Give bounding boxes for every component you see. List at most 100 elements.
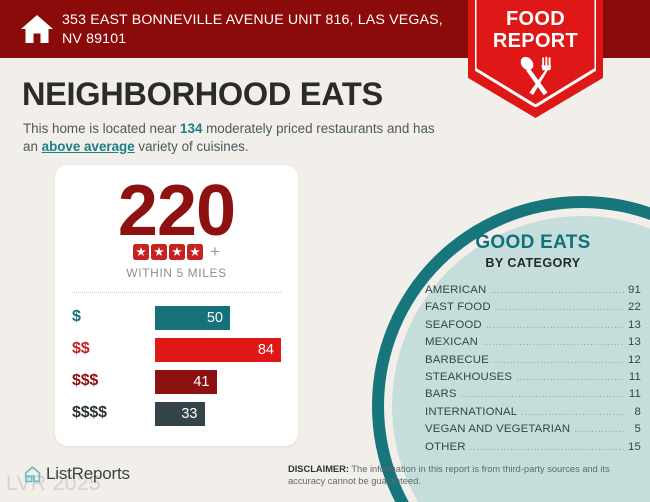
category-count: 11 xyxy=(628,371,641,384)
subtitle-part3: variety of cuisines. xyxy=(134,138,249,154)
category-label: INTERNATIONAL xyxy=(425,405,518,418)
bar-category-label: $$ xyxy=(72,340,90,357)
badge-title-line2: REPORT xyxy=(492,30,579,52)
leader-dots: ........................................… xyxy=(574,424,624,436)
leader-dots: ........................................… xyxy=(494,302,624,314)
leader-dots: ........................................… xyxy=(492,354,624,366)
bar-track: 84 xyxy=(155,338,281,362)
category-label: AMERICAN xyxy=(425,284,487,296)
bar-category-label: $$$ xyxy=(72,372,99,389)
category-label: OTHER xyxy=(425,440,466,453)
list-item: INTERNATIONAL...........................… xyxy=(425,404,641,421)
bar-chart-row: $$$$ 33 xyxy=(55,402,298,426)
bar-value-label: 84 xyxy=(257,342,274,358)
bar-chart-row: $$ 84 xyxy=(55,338,298,362)
bar-track: 50 xyxy=(155,306,230,330)
bar-track: 41 xyxy=(155,370,217,394)
list-item: BARBECUE................................… xyxy=(425,352,641,369)
leader-dots: ........................................… xyxy=(460,389,624,401)
card-divider xyxy=(72,292,281,293)
disclaimer-label: DISCLAIMER: xyxy=(288,464,349,474)
category-count: 11 xyxy=(628,388,641,401)
spoon-fork-icon xyxy=(520,56,552,96)
leader-dots: ........................................… xyxy=(516,372,624,384)
stat-card: 220 ★ ★ ★ ★ + WITHIN 5 MILES $50 $$ 84 $$$ 41 $$$… xyxy=(55,165,298,446)
badge-inner-outline xyxy=(475,0,596,107)
category-count: 15 xyxy=(628,440,641,453)
watermark-text: LVR 2025 xyxy=(6,472,102,495)
category-label: FAST FOOD xyxy=(425,301,491,314)
list-item: STEAKHOUSES.............................… xyxy=(425,369,641,386)
house-icon xyxy=(21,15,53,43)
good-eats-list: AMERICAN................................… xyxy=(425,282,641,456)
house-logo-icon xyxy=(24,465,41,482)
good-eats-subtitle: BY CATEGORY xyxy=(485,256,581,270)
bar-category-label: $$$$ xyxy=(72,404,107,421)
category-count: 13 xyxy=(628,318,641,331)
category-label: SEAFOOD xyxy=(425,318,482,331)
leader-dots: ........................................… xyxy=(481,337,624,349)
leader-dots: ........................................… xyxy=(490,285,624,296)
bar-fill: 84 xyxy=(155,338,281,362)
star-plus-sign: + xyxy=(210,242,220,261)
bar-category-label: $ xyxy=(72,308,81,325)
subtitle-part2: moderately priced restaurants and has an xyxy=(23,121,435,154)
category-count: 91 xyxy=(628,284,641,296)
badge-title-line1: FOOD xyxy=(506,8,565,30)
leader-dots: ........................................… xyxy=(469,441,624,453)
category-label: BARS xyxy=(425,388,457,401)
category-label: MEXICAN xyxy=(425,336,478,349)
star-icon: ★ xyxy=(133,244,150,260)
star-glyph: ★ xyxy=(189,245,201,259)
category-count: 12 xyxy=(628,353,641,366)
disclaimer-text: The information in this report is from t… xyxy=(288,464,610,486)
list-item: AMERICAN................................… xyxy=(425,282,641,299)
bar-fill: 33 xyxy=(155,402,205,426)
restaurant-count: 134 xyxy=(180,121,203,136)
radius-label: WITHIN 5 MILES xyxy=(126,266,227,280)
star-glyph: ★ xyxy=(135,245,147,259)
bar-value-label: 50 xyxy=(206,310,223,326)
page-title: NEIGHBORHOOD EATS xyxy=(22,76,383,112)
bar-chart-row: $50 xyxy=(55,306,298,330)
category-label: BARBECUE xyxy=(425,353,489,366)
bar-track: 33 xyxy=(155,402,205,426)
bar-fill: 50 xyxy=(155,306,230,330)
restaurant-total-count: 220 xyxy=(117,171,236,251)
category-count: 13 xyxy=(628,336,641,349)
list-item: OTHER...................................… xyxy=(425,439,641,456)
disclaimer: DISCLAIMER: The information in this repo… xyxy=(288,464,640,487)
category-label: STEAKHOUSES xyxy=(425,371,513,384)
listreports-logo: ListReports xyxy=(23,464,130,484)
star-glyph: ★ xyxy=(171,245,183,259)
property-address: 353 EAST BONNEVILLE AVENUE UNIT 816, LAS… xyxy=(62,12,443,47)
subtitle-part1: This home is located near xyxy=(23,121,181,136)
good-eats-panel: GOOD EATS BY CATEGORY AMERICAN..........… xyxy=(425,232,641,456)
bar-value-label: 33 xyxy=(181,406,198,422)
category-count: 8 xyxy=(634,405,641,418)
list-item: BARS....................................… xyxy=(425,386,641,403)
badge-title: FOOD REPORT xyxy=(468,8,603,52)
list-item: SEAFOOD.................................… xyxy=(425,317,641,334)
star-icon: ★ xyxy=(169,244,186,260)
bar-value-label: 41 xyxy=(193,374,210,390)
leader-dots: ........................................… xyxy=(485,319,624,331)
star-glyph: ★ xyxy=(153,245,165,259)
price-tier-bar-chart: $50 $$ 84 $$$ 41 $$$$ 33 xyxy=(55,306,298,434)
list-item: FAST FOOD...............................… xyxy=(425,299,641,316)
star-rating: ★ ★ ★ ★ + xyxy=(55,242,298,261)
list-item: MEXICAN.................................… xyxy=(425,334,641,351)
category-count: 5 xyxy=(634,423,641,436)
bar-chart-row: $$$ 41 xyxy=(55,370,298,394)
variety-quality: above average xyxy=(41,138,135,154)
category-count: 22 xyxy=(628,301,641,314)
bar-fill: 41 xyxy=(155,370,217,394)
page-subtitle: This home is located near 134 moderately… xyxy=(23,120,453,155)
logo-text: ListReports xyxy=(46,464,130,483)
food-report-badge: FOOD REPORT xyxy=(468,0,603,118)
star-icon: ★ xyxy=(151,244,168,260)
list-item: VEGAN AND VEGETARIAN....................… xyxy=(425,421,641,438)
star-icon: ★ xyxy=(187,244,204,260)
leader-dots: ........................................… xyxy=(521,406,624,418)
